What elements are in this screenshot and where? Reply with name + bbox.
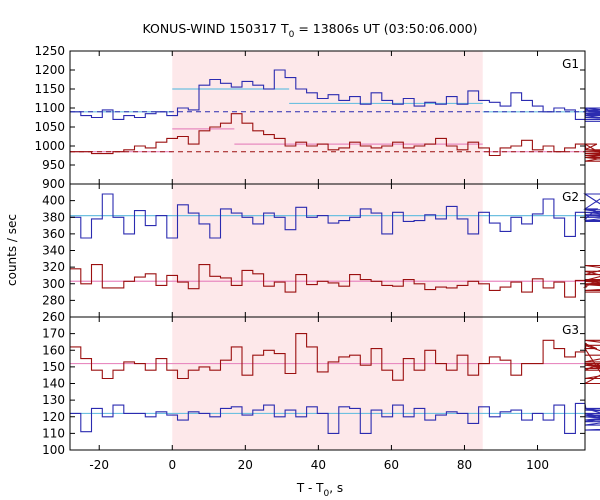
- y-tick-label: 110: [42, 426, 65, 440]
- burst-interval-highlight: [172, 51, 483, 184]
- y-tick-label: 260: [42, 310, 65, 324]
- y-tick-label: 170: [42, 327, 65, 341]
- y-tick-label: 380: [42, 210, 65, 224]
- y-tick-label: 400: [42, 194, 65, 208]
- x-tick-label: 0: [168, 458, 176, 472]
- x-tick-label: 100: [526, 458, 549, 472]
- series-red-histogram: [70, 333, 600, 385]
- series-blue-histogram: [70, 193, 600, 239]
- chart-title: KONUS-WIND 150317 T0 = 13806s UT (03:50:…: [142, 21, 477, 40]
- y-tick-label: 300: [42, 277, 65, 291]
- y-tick-label: 900: [42, 177, 65, 191]
- panel-label: G3: [562, 323, 579, 337]
- y-tick-label: 320: [42, 260, 65, 274]
- y-tick-label: 160: [42, 343, 65, 357]
- burst-interval-highlight: [172, 317, 483, 450]
- series-red-histogram: [70, 264, 600, 298]
- y-tick-label: 140: [42, 377, 65, 391]
- x-tick-label: 80: [457, 458, 472, 472]
- panel-g3: 100 110 120 130 140 150 160 170 G3: [42, 316, 600, 457]
- series-red-histogram: [70, 113, 600, 162]
- panel-g2: 260 280 300 320 340 360 380 400 G2: [42, 183, 600, 324]
- series-blue-histogram: [70, 69, 600, 122]
- y-tick-label: 130: [42, 393, 65, 407]
- y-tick-label: 120: [42, 410, 65, 424]
- y-tick-label: 100: [42, 443, 65, 457]
- y-tick-label: 1100: [34, 101, 65, 115]
- x-axis-label: T - T0, s: [296, 481, 343, 499]
- x-tick-label: 40: [311, 458, 326, 472]
- y-tick-label: 1250: [34, 44, 65, 58]
- y-tick-label: 1000: [34, 139, 65, 153]
- burst-interval-highlight: [172, 184, 483, 317]
- panel-label: G2: [562, 190, 579, 204]
- series-blue-histogram: [70, 402, 600, 434]
- panels-group: 900950100010501100115012001250G126028030…: [34, 44, 600, 472]
- x-tick-label: 20: [238, 458, 253, 472]
- x-tick-label: -20: [89, 458, 109, 472]
- y-tick-label: 950: [42, 158, 65, 172]
- y-tick-label: 1200: [34, 63, 65, 77]
- y-axis-label: counts / sec: [5, 214, 19, 286]
- y-tick-label: 150: [42, 360, 65, 374]
- panel-g1: 900 950 1000 1050 1100 1150 1200 1250 G1: [34, 44, 600, 191]
- panel-label: G1: [562, 57, 579, 71]
- y-tick-label: 280: [42, 293, 65, 307]
- y-tick-label: 1150: [34, 82, 65, 96]
- y-tick-label: 360: [42, 227, 65, 241]
- x-tick-label: 60: [384, 458, 399, 472]
- y-tick-label: 340: [42, 244, 65, 258]
- y-tick-label: 1050: [34, 120, 65, 134]
